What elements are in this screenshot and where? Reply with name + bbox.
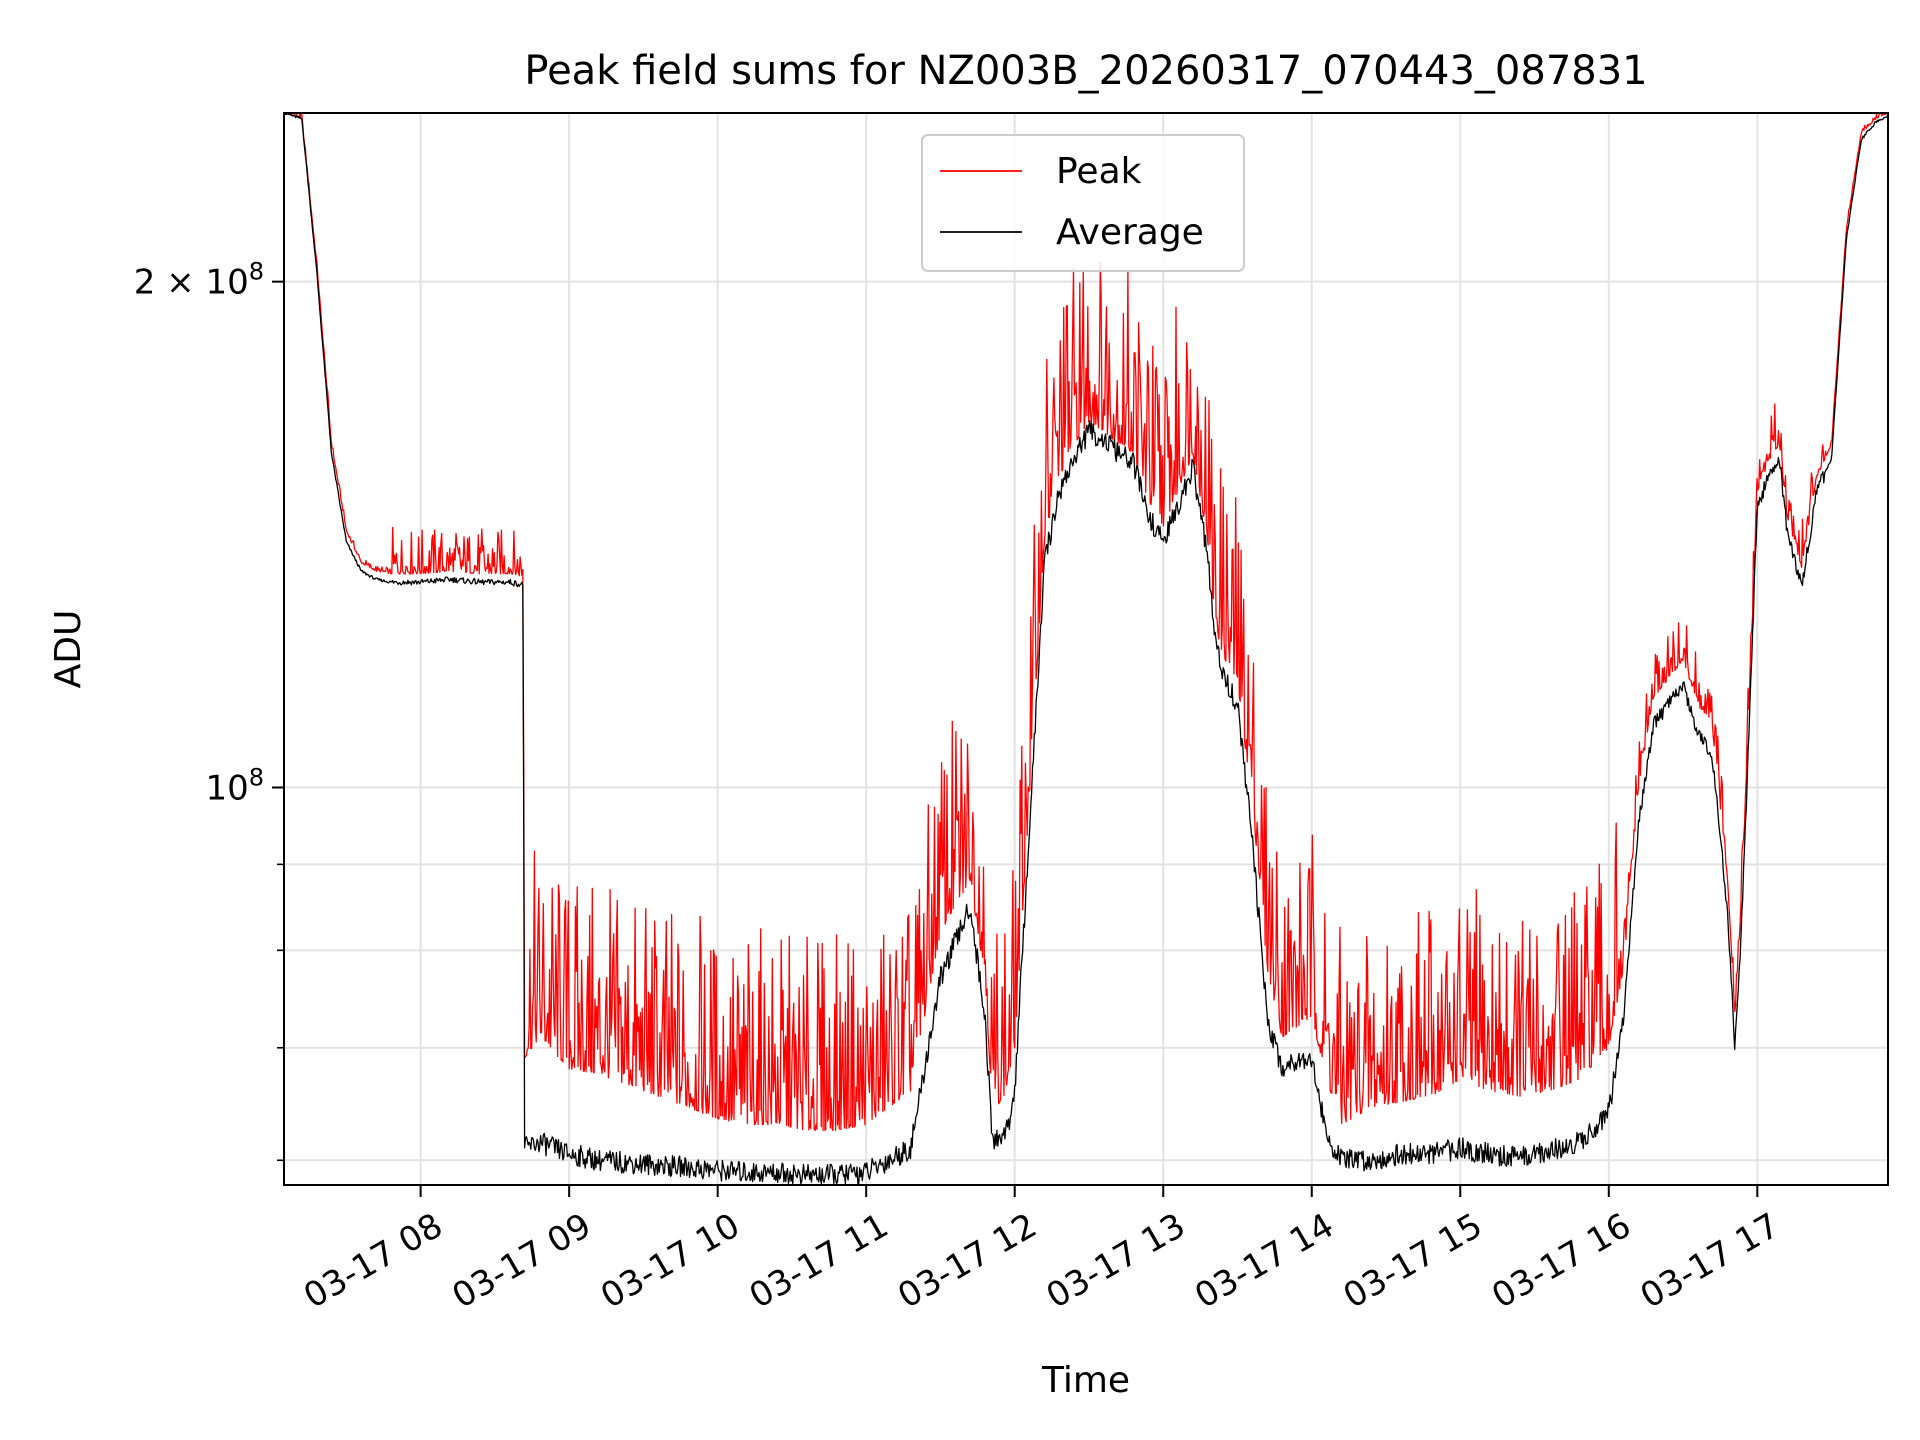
chart-title: Peak field sums for NZ003B_20260317_0704… [524,48,1647,94]
legend-label-average: Average [1056,212,1204,253]
series-average-line [283,112,1889,1185]
plot-frame [283,112,1889,1186]
series-peak-line [284,112,1888,1132]
y-tick-label-base: 2 × 10 [134,263,249,303]
legend-box [921,134,1245,272]
y-axis-label: ADU [48,610,89,689]
legend: Peak Average [921,134,1245,272]
series-layer [283,112,1889,1185]
grid [284,113,1888,1185]
x-axis-label: Time [1041,1360,1130,1401]
y-tick-label-exponent: 8 [249,258,264,286]
y-tick-label: 2 × 108 [134,258,264,303]
legend-label-peak: Peak [1056,151,1142,192]
y-tick-label: 108 [205,763,264,808]
y-tick-label-base: 10 [205,768,248,808]
y-tick-label-exponent: 8 [249,763,264,791]
